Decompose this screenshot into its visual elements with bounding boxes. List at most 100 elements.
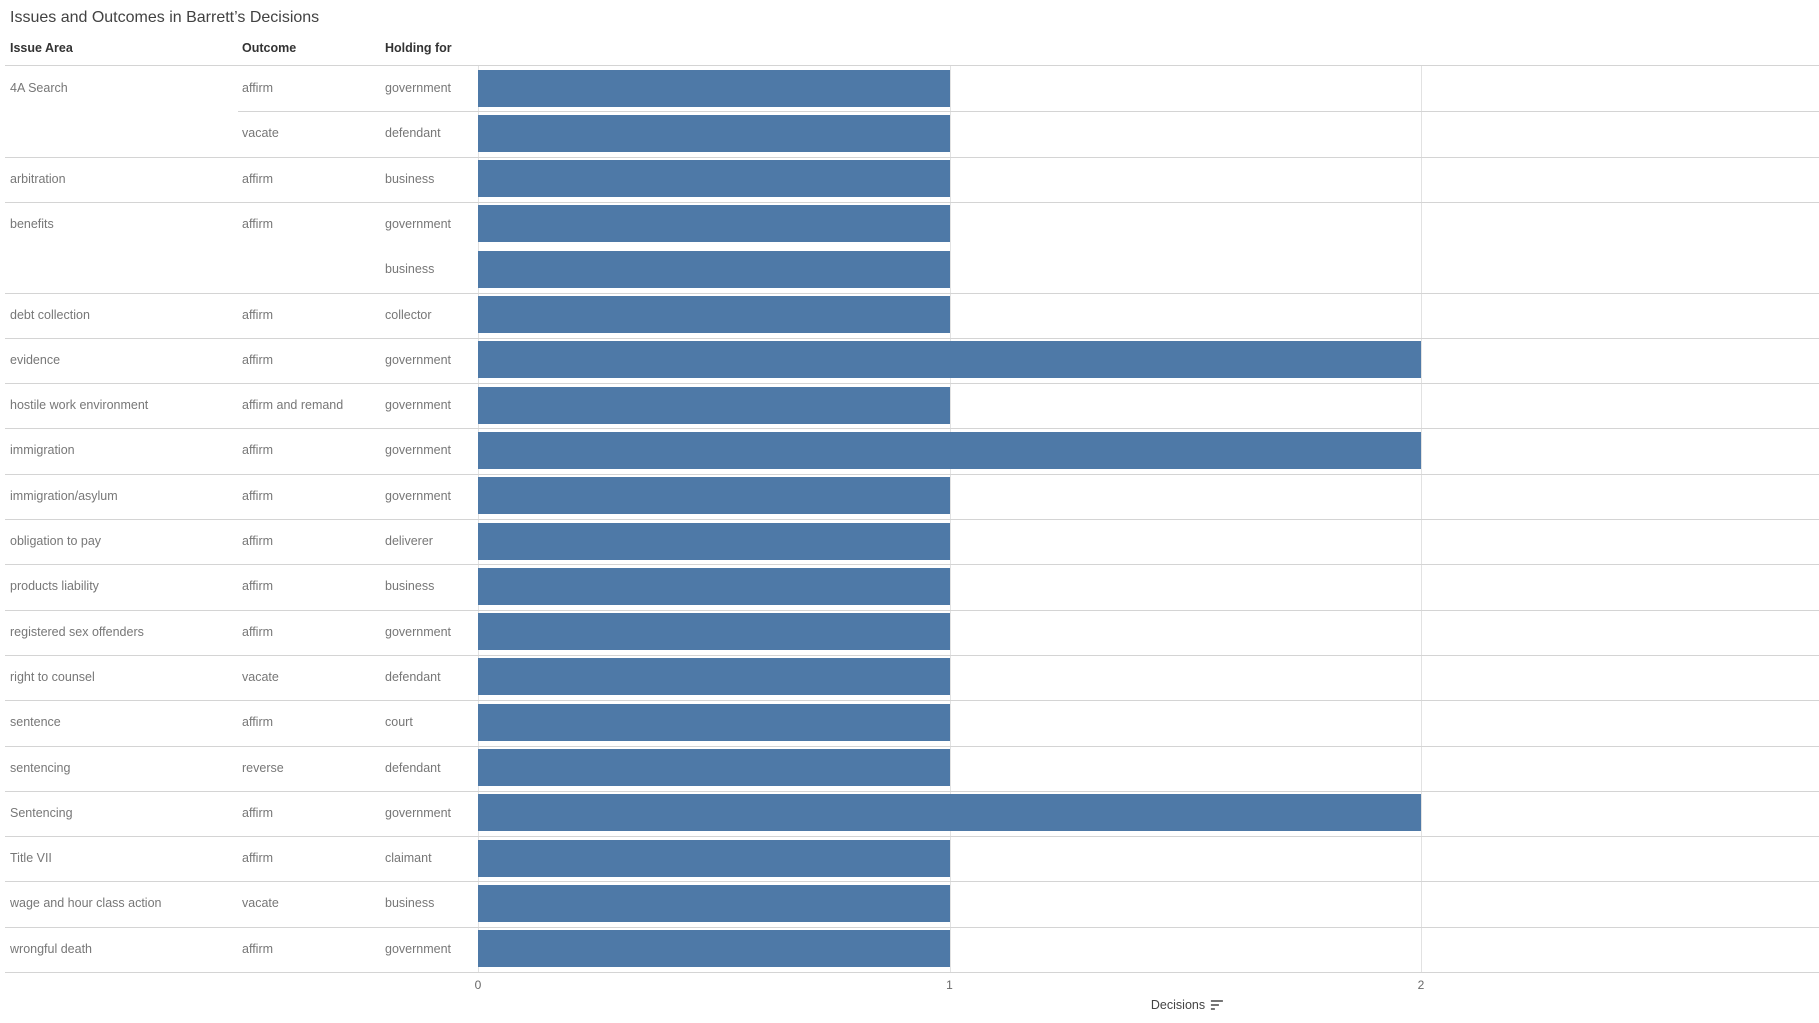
holding-for-cell[interactable]: defendant <box>385 669 441 684</box>
row-separator <box>5 201 1819 203</box>
issue-area-cell[interactable]: obligation to pay <box>10 534 102 548</box>
decisions-bar[interactable] <box>478 160 950 198</box>
outcome-cell[interactable]: affirm <box>242 624 274 639</box>
row-separator <box>5 790 1819 792</box>
decisions-bar[interactable] <box>478 522 950 560</box>
outcome-cell[interactable]: vacate <box>242 896 279 911</box>
holding-for-cell[interactable]: government <box>385 81 452 95</box>
row-separator <box>5 609 1819 611</box>
table-row: sentencing reverse defendant <box>0 745 1819 791</box>
row-separator <box>5 926 1819 928</box>
holding-for-cell[interactable]: government <box>385 488 452 503</box>
holding-for-cell[interactable]: collector <box>385 307 432 322</box>
outcome-cell[interactable]: affirm and remand <box>242 398 344 413</box>
holding-for-cell[interactable]: business <box>385 171 435 186</box>
issue-area-cell[interactable]: Sentencing <box>10 805 73 820</box>
outcome-cell[interactable]: affirm <box>242 715 274 730</box>
holding-for-cell[interactable]: business <box>385 262 435 277</box>
chart-rows-area: 4A Search affirm government vacate defen… <box>0 66 1819 972</box>
outcome-cell[interactable]: affirm <box>242 307 274 322</box>
issue-area-cell[interactable]: 4A Search <box>10 81 68 95</box>
holding-for-cell[interactable]: government <box>385 216 452 231</box>
holding-for-cell[interactable]: defendant <box>385 126 441 141</box>
issue-area-cell[interactable]: sentencing <box>10 760 71 775</box>
row-separator <box>5 428 1819 430</box>
issue-area-cell[interactable]: immigration <box>10 443 75 458</box>
issue-area-cell[interactable]: debt collection <box>10 307 90 322</box>
table-row: registered sex offenders affirm governme… <box>0 609 1819 655</box>
decisions-bar[interactable] <box>478 250 950 288</box>
outcome-cell[interactable]: vacate <box>242 669 279 684</box>
issue-area-cell[interactable]: right to counsel <box>10 669 95 684</box>
issue-area-cell[interactable]: hostile work environment <box>10 398 149 413</box>
outcome-cell[interactable]: affirm <box>242 216 274 231</box>
outcome-cell[interactable]: affirm <box>242 579 274 594</box>
chart-title: Issues and Outcomes in Barrett’s Decisio… <box>10 9 320 26</box>
holding-for-cell[interactable]: claimant <box>385 851 432 866</box>
holding-for-cell[interactable]: government <box>385 352 452 367</box>
decisions-bar[interactable] <box>478 703 950 741</box>
outcome-cell[interactable]: reverse <box>242 760 284 775</box>
decisions-bar[interactable] <box>478 69 950 107</box>
table-row: right to counsel vacate defendant <box>0 654 1819 700</box>
outcome-cell[interactable]: affirm <box>242 941 274 956</box>
issue-area-cell[interactable]: registered sex offenders <box>10 624 144 639</box>
row-separator <box>238 111 1819 113</box>
issue-area-cell[interactable]: wage and hour class action <box>10 896 162 911</box>
holding-for-cell[interactable]: business <box>385 896 435 911</box>
outcome-cell[interactable]: affirm <box>242 443 274 458</box>
column-header-issue-area[interactable]: Issue Area <box>10 41 73 55</box>
holding-for-cell[interactable]: business <box>385 579 435 594</box>
decisions-bar[interactable] <box>478 386 950 424</box>
issue-area-cell[interactable]: benefits <box>10 216 54 231</box>
issue-area-cell[interactable]: products liability <box>10 579 99 594</box>
holding-for-cell[interactable]: court <box>385 715 413 730</box>
decisions-bar[interactable] <box>478 749 950 787</box>
holding-for-cell[interactable]: government <box>385 624 452 639</box>
outcome-cell[interactable]: affirm <box>242 488 274 503</box>
issue-area-cell[interactable]: wrongful death <box>10 941 93 956</box>
column-header-holding-for[interactable]: Holding for <box>385 41 452 55</box>
row-separator <box>5 654 1819 656</box>
decisions-bar[interactable] <box>478 613 950 651</box>
decisions-bar[interactable] <box>478 431 1421 469</box>
holding-for-cell[interactable]: government <box>385 443 452 458</box>
holding-for-cell[interactable]: government <box>385 398 452 413</box>
decisions-bar[interactable] <box>478 296 950 334</box>
sort-descending-icon[interactable] <box>1211 1000 1224 1010</box>
outcome-cell[interactable]: affirm <box>242 851 274 866</box>
issue-area-cell[interactable]: evidence <box>10 352 61 367</box>
issue-area-cell[interactable]: arbitration <box>10 171 66 186</box>
holding-for-cell[interactable]: defendant <box>385 760 441 775</box>
issue-area-cell[interactable]: Title VII <box>10 851 52 866</box>
decisions-bar[interactable] <box>478 477 950 515</box>
decisions-bar[interactable] <box>478 839 950 877</box>
decisions-bar[interactable] <box>478 930 950 968</box>
decisions-bar[interactable] <box>478 884 950 922</box>
decisions-bar[interactable] <box>478 794 1421 832</box>
decisions-bar[interactable] <box>478 114 950 152</box>
decisions-bar[interactable] <box>478 205 950 243</box>
x-axis-title-label[interactable]: Decisions <box>1150 998 1206 1012</box>
decisions-bar[interactable] <box>478 341 1421 379</box>
row-separator <box>5 383 1819 385</box>
outcome-cell[interactable]: affirm <box>242 352 274 367</box>
outcome-cell[interactable]: affirm <box>242 81 274 95</box>
outcome-cell[interactable]: affirm <box>242 534 274 548</box>
outcome-cell[interactable]: affirm <box>242 805 274 820</box>
decisions-bar[interactable] <box>478 567 950 605</box>
row-separator <box>5 156 1819 158</box>
x-tick-label-1: 1 <box>946 978 953 992</box>
holding-for-cell[interactable]: government <box>385 941 452 956</box>
holding-for-cell[interactable]: government <box>385 805 452 820</box>
decisions-bar[interactable] <box>478 658 950 696</box>
row-separator <box>5 473 1819 475</box>
issue-area-cell[interactable]: immigration/asylum <box>10 488 118 503</box>
table-row: Title VII affirm claimant <box>0 836 1819 881</box>
column-header-outcome[interactable]: Outcome <box>242 41 297 55</box>
outcome-cell[interactable]: vacate <box>242 126 279 141</box>
holding-for-cell[interactable]: deliverer <box>385 534 433 548</box>
outcome-cell[interactable]: affirm <box>242 171 274 186</box>
table-row: Sentencing affirm government <box>0 790 1819 836</box>
issue-area-cell[interactable]: sentence <box>10 715 61 730</box>
